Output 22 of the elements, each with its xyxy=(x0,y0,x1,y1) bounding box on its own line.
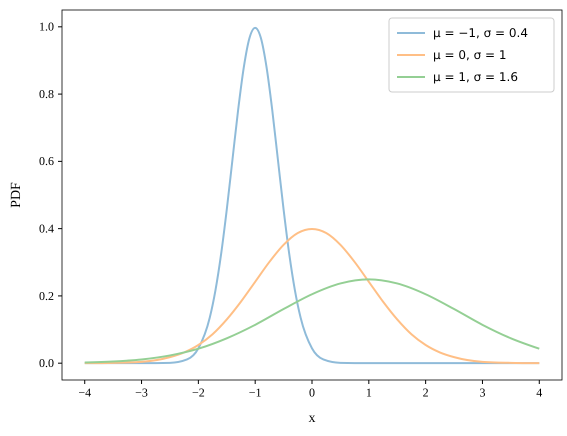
y-tick-label: 0.0 xyxy=(39,356,54,370)
line-series xyxy=(84,278,540,364)
x-tick-label: −2 xyxy=(192,386,205,400)
x-tick-label: 2 xyxy=(422,386,429,400)
y-tick-label: 0.6 xyxy=(39,154,54,168)
x-tick-label: 4 xyxy=(536,386,542,400)
y-tick-label: 1.0 xyxy=(39,20,54,34)
x-tick-label: −3 xyxy=(135,386,148,400)
x-tick-label: 1 xyxy=(366,386,372,400)
x-tick-label: 3 xyxy=(479,386,486,400)
y-tick-label: 0.4 xyxy=(39,221,54,236)
x-tick-label: −4 xyxy=(78,386,92,400)
legend-label: μ = 0, σ = 1 xyxy=(433,48,507,62)
x-axis-title: x xyxy=(308,411,316,426)
line-series xyxy=(84,228,540,364)
legend-label: μ = −1, σ = 0.4 xyxy=(433,26,528,40)
y-tick-label: 0.2 xyxy=(39,288,54,303)
y-axis-title: PDF xyxy=(9,182,24,208)
legend-label: μ = 1, σ = 1.6 xyxy=(433,70,518,84)
x-tick-label: −1 xyxy=(248,386,262,400)
y-tick-label: 0.8 xyxy=(39,86,54,101)
x-tick-label: 0 xyxy=(309,386,315,400)
